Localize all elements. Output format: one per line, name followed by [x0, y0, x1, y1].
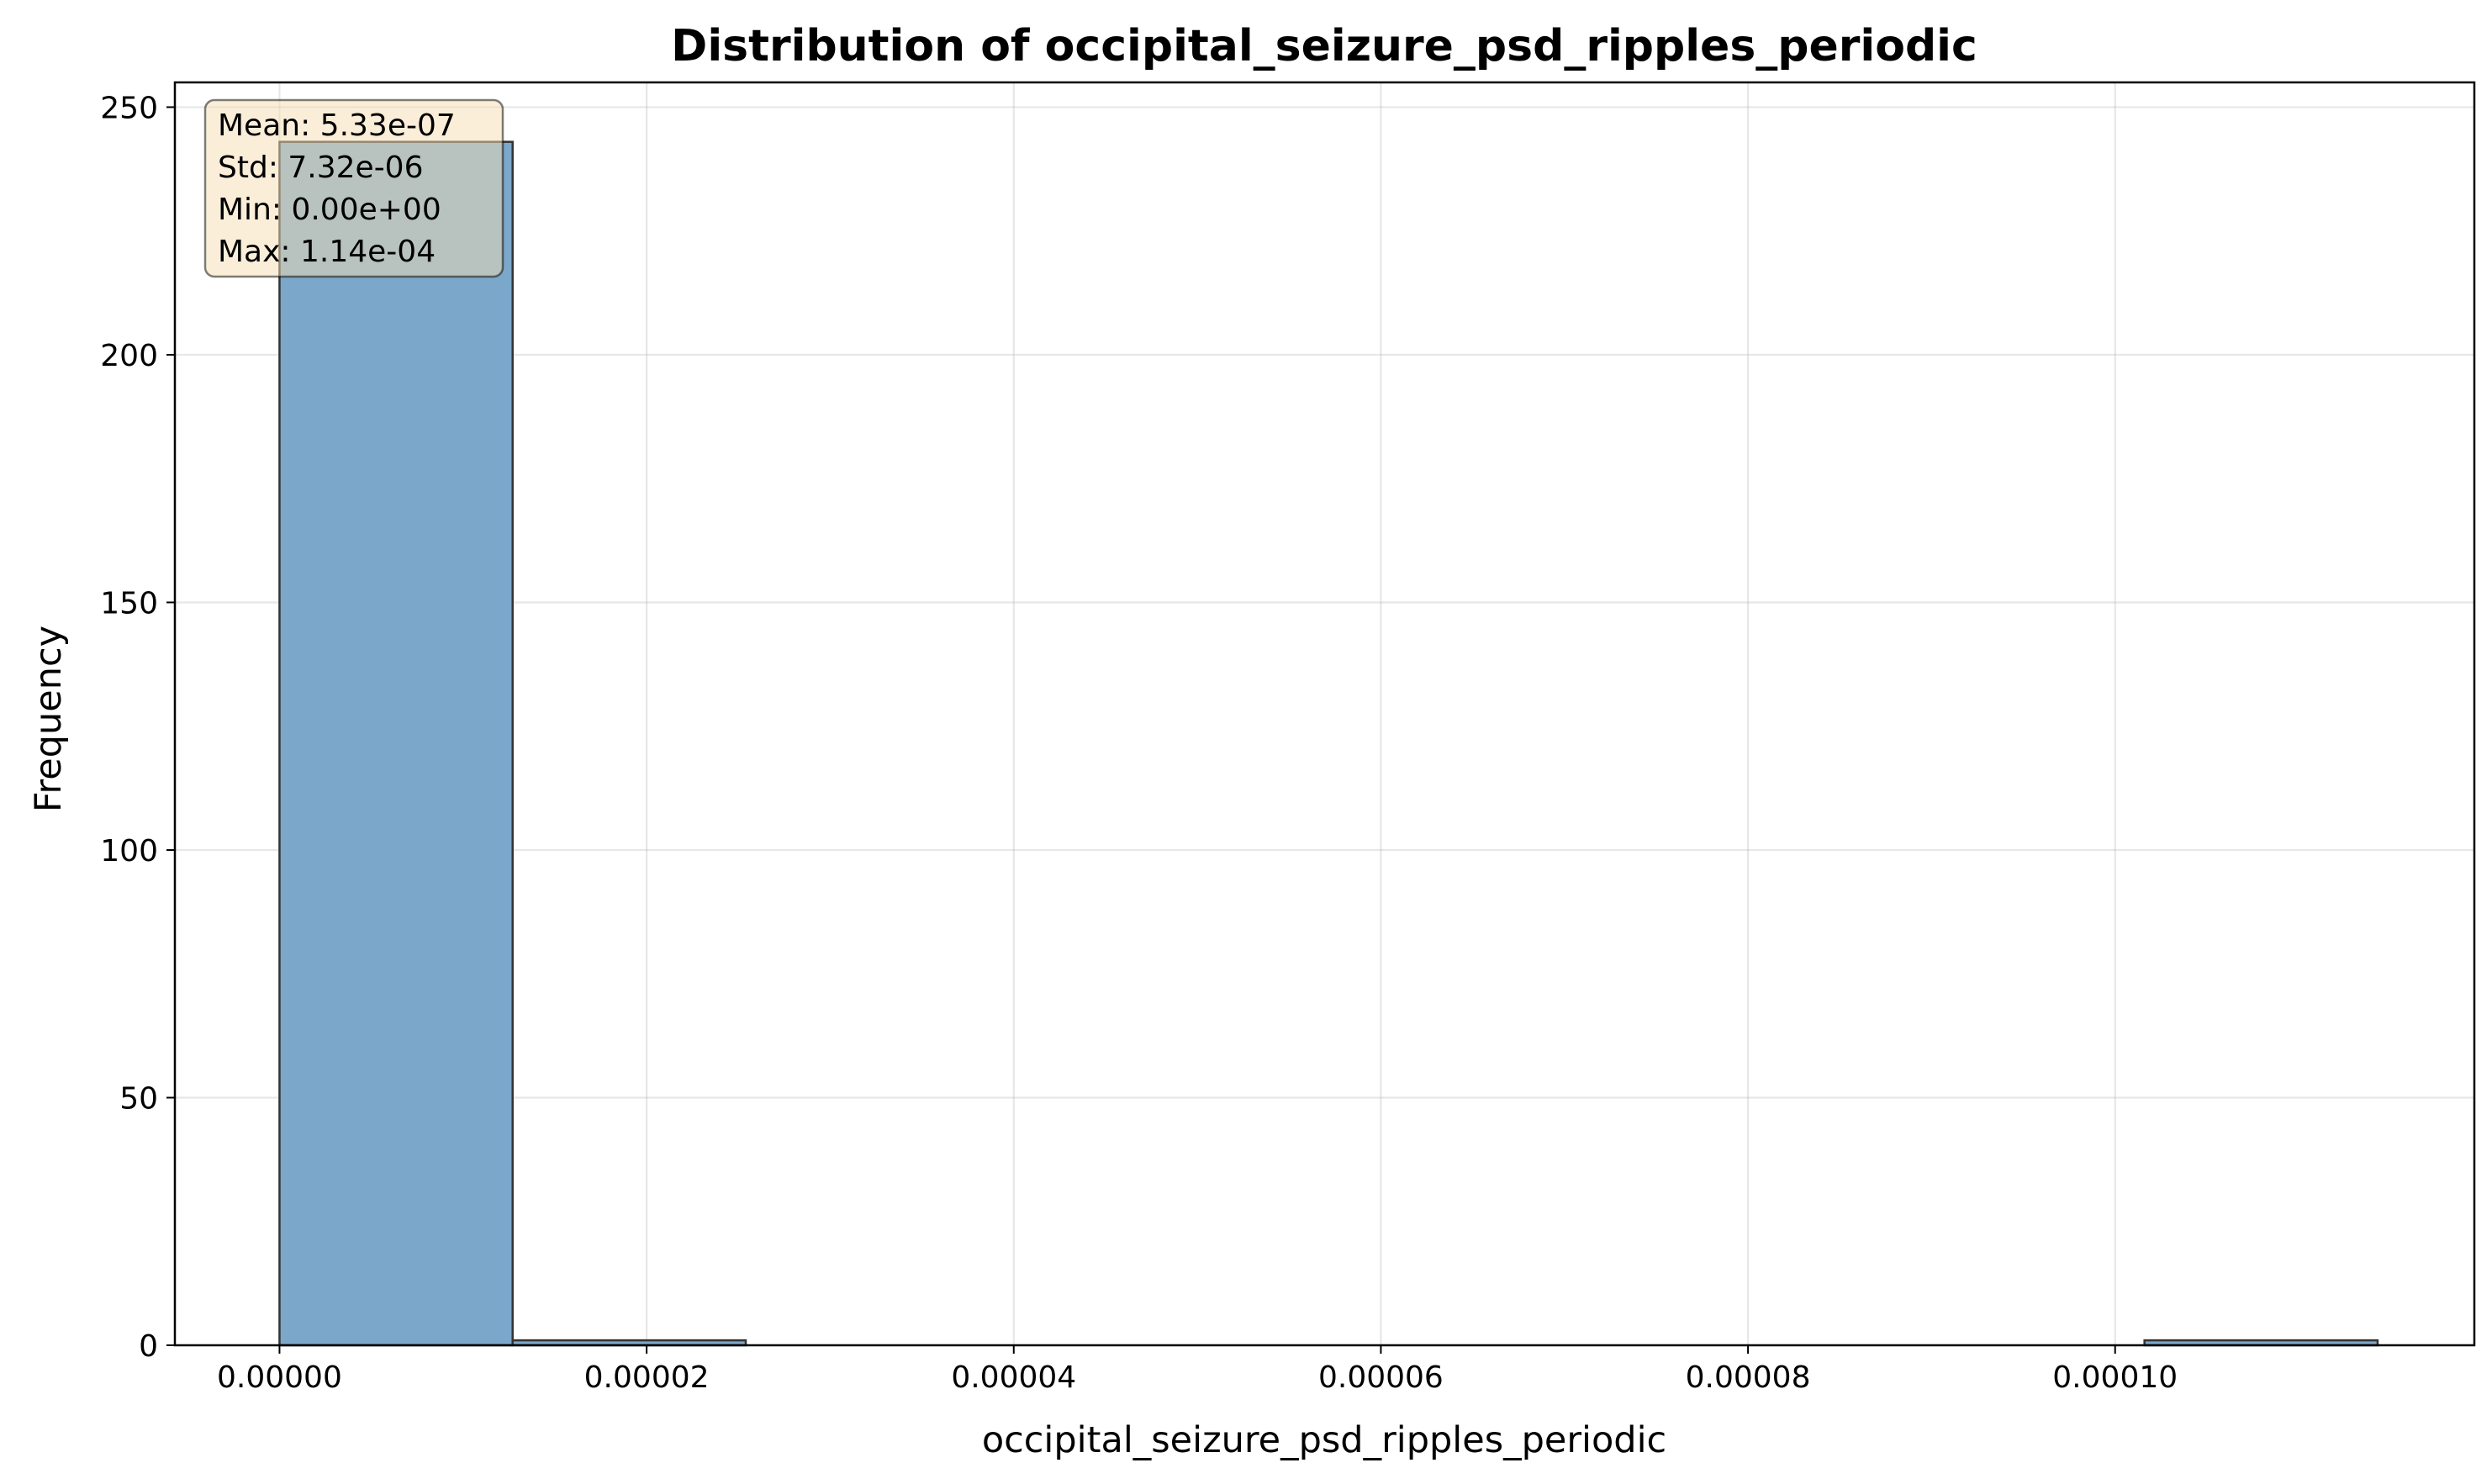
- y-tick-label-5: 250: [100, 91, 158, 125]
- y-axis-label: Frequency: [28, 626, 70, 812]
- x-tick-label-0: 0.00000: [217, 1360, 342, 1395]
- x-axis-label: occipital_seizure_psd_ripples_periodic: [982, 1419, 1666, 1461]
- y-tick-label-2: 100: [100, 834, 158, 869]
- y-axis-ticks: 0 50 100 150 200 250: [100, 91, 175, 1364]
- stats-box: Mean: 5.33e-07 Std: 7.32e-06 Min: 0.00e+…: [203, 98, 504, 278]
- plot-frame: [173, 81, 2476, 1347]
- y-tick-label-3: 150: [100, 586, 158, 621]
- stats-min: Min: 0.00e+00: [218, 193, 441, 227]
- stats-box-background: [203, 98, 504, 278]
- x-tick-label-5: 0.00010: [2052, 1360, 2178, 1395]
- histogram-bars: [278, 140, 2379, 1347]
- x-tick-label-2: 0.00004: [951, 1360, 1076, 1395]
- stats-mean: Mean: 5.33e-07: [218, 108, 456, 143]
- y-tick-label-4: 200: [100, 339, 158, 373]
- y-tick-label-1: 50: [119, 1081, 158, 1116]
- histogram-bar-0: [278, 140, 514, 1347]
- stats-std: Std: 7.32e-06: [218, 151, 424, 185]
- chart-title: Distribution of occipital_seizure_psd_ri…: [671, 21, 1977, 71]
- grid: [175, 82, 2474, 1347]
- x-tick-label-1: 0.00002: [584, 1360, 710, 1395]
- x-tick-label-4: 0.00008: [1686, 1360, 1811, 1395]
- y-tick-label-0: 0: [139, 1329, 158, 1364]
- x-tick-label-3: 0.00006: [1318, 1360, 1444, 1395]
- x-axis-ticks: 0.00000 0.00002 0.00004 0.00006 0.00008 0.000…: [217, 1345, 2178, 1395]
- stats-max: Max: 1.14e-04: [218, 235, 436, 269]
